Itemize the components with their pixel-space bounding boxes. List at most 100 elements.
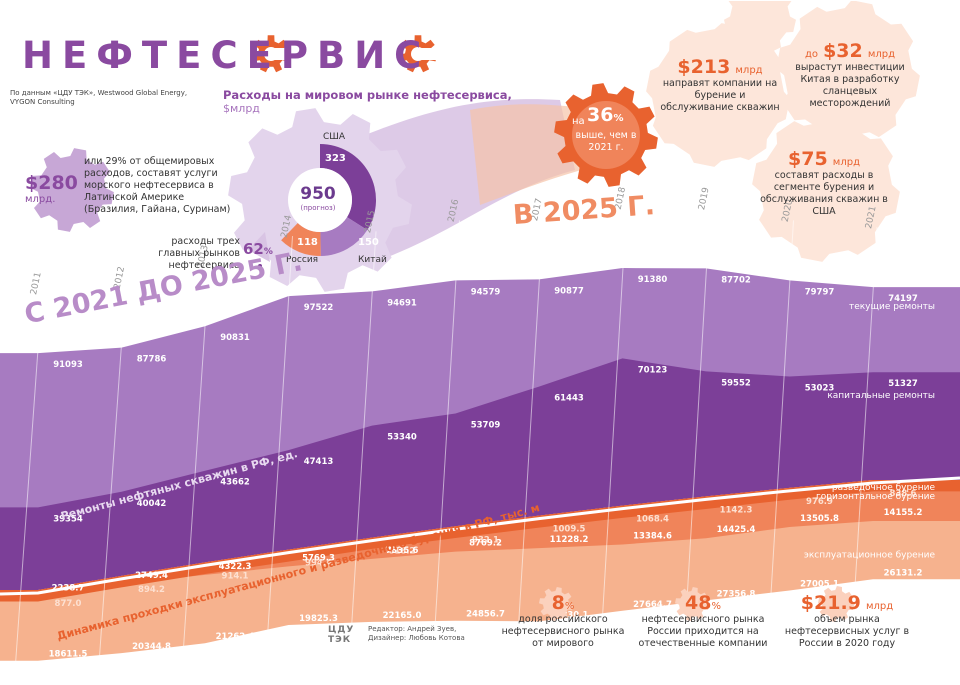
- value-exploration-2013: 914.1: [222, 571, 249, 581]
- value-exploitation-2017: 27830.1: [550, 610, 589, 620]
- pct-text: выше, чем в 2021 г.: [575, 130, 637, 153]
- value-exploitation-2021: 26131.2: [884, 568, 923, 578]
- share-text: расходы трех главных рынков нефтесервиса: [158, 236, 240, 271]
- segment-label-russia: Россия: [286, 255, 319, 265]
- small-fact-gear-0: [539, 587, 573, 621]
- value-current-2021: 74197: [888, 294, 918, 304]
- pct-prefix: на: [572, 116, 585, 127]
- value-capital-2014: 47413: [304, 457, 334, 467]
- grid-line-2016: [431, 220, 460, 685]
- value-capital-2020: 53023: [805, 384, 835, 394]
- value-horizontal-2017: 11228.2: [550, 535, 589, 545]
- donut-center: [288, 168, 352, 232]
- year-label-2016: 2016: [447, 198, 462, 223]
- value-exploration-2017: 1009.5: [553, 525, 586, 535]
- russia-fact-21: $21.9 млрд объем рынка нефтесервисных ус…: [784, 592, 910, 649]
- value-current-2012: 87786: [137, 355, 167, 365]
- value-capital-2011: 39354: [53, 514, 83, 524]
- top-edge: [0, 0, 960, 1]
- value-exploration-2011: 877.0: [55, 599, 82, 609]
- series-label-exploration: разведочное бурение: [832, 483, 936, 493]
- segment-label-usa: США: [323, 132, 346, 142]
- value-exploitation-2011: 18611.5: [49, 650, 88, 660]
- world-market-title: Расходы на мировом рынке нефтесервиса,: [223, 88, 512, 102]
- peach-gear-2: [752, 114, 900, 262]
- value-capital-2021: 51327: [888, 379, 918, 389]
- value-capital-2015: 53340: [387, 433, 417, 443]
- value-current-2019: 87702: [721, 275, 751, 285]
- series-label-current: текущие ремонты: [849, 302, 935, 312]
- value-capital-2019: 59552: [721, 378, 751, 388]
- latam-unit: млрд.: [25, 194, 56, 205]
- series-label-horizontal: горизонтальное бурение: [816, 492, 935, 502]
- value-horizontal-2020: 13505.8: [800, 514, 839, 524]
- value-capital-2018: 70123: [638, 365, 668, 375]
- value-exploitation-2018: 27664.7: [633, 600, 672, 610]
- area-divider: [0, 476, 960, 596]
- value-current-2011: 91093: [53, 360, 83, 370]
- small-fact-gear-1: [675, 587, 709, 621]
- year-label-2015: 2015: [363, 210, 378, 234]
- credits: Редактор: Андрей Зуев, Дизайнер: Любовь К…: [368, 625, 465, 642]
- share-dot: [258, 264, 262, 268]
- value-exploration-2015: 818.2: [389, 547, 416, 557]
- year-label-2014: 2014: [280, 214, 295, 239]
- series-label-capital: капитальные ремонты: [827, 391, 935, 401]
- value-current-2016: 94579: [471, 287, 501, 297]
- value-capital-2017: 61443: [554, 394, 584, 404]
- segment-value-russia: 118: [297, 237, 318, 248]
- year-label-2021: 2021: [864, 205, 879, 229]
- value-exploitation-2014: 19825.3: [299, 614, 338, 624]
- year-label-2020: 2020: [781, 198, 796, 223]
- grid-line-2014: [264, 236, 293, 685]
- year-label-2012: 2012: [113, 266, 128, 290]
- value-horizontal-2021: 14155.2: [884, 508, 923, 518]
- latam-gear: [30, 148, 114, 232]
- grid-line-2015: [347, 231, 377, 685]
- area-capital-repairs: [0, 358, 960, 590]
- source-note: По данным «ЦДУ ТЭК», Westwood Global Ene…: [10, 89, 188, 106]
- value-horizontal-2011: 2238.7: [52, 583, 85, 593]
- fact-213: $213 млрд направят компании на бурение и…: [660, 56, 780, 113]
- page-title: НЕФТЕСЕРВИС: [22, 34, 431, 77]
- segment-label-china: Китай: [358, 255, 387, 265]
- value-horizontal-2016: 8769.2: [469, 539, 502, 549]
- grid-line-2021: [848, 227, 878, 685]
- peach-gear-3: [724, 0, 796, 53]
- year-label-2018: 2018: [614, 186, 629, 211]
- value-exploitation-2015: 22165.0: [383, 611, 422, 621]
- value-current-2017: 90877: [554, 286, 584, 296]
- world-market-subtitle: $млрд: [223, 102, 260, 115]
- value-horizontal-2019: 14425.4: [717, 525, 756, 535]
- value-horizontal-2013: 4322.3: [219, 562, 252, 572]
- value-horizontal-2014: 5769.3: [302, 553, 335, 563]
- value-capital-2013: 43662: [220, 478, 250, 488]
- share-pointer: [248, 232, 270, 262]
- latam-value: $280: [25, 172, 78, 194]
- cdu-logo: ЦДУ ТЭК: [328, 625, 355, 645]
- peach-gear-0: [646, 23, 790, 167]
- value-exploration-2018: 1068.4: [636, 515, 669, 525]
- value-horizontal-2018: 13384.6: [633, 531, 672, 541]
- donut-slice-2: [281, 223, 321, 257]
- year-label-2017: 2017: [530, 197, 545, 221]
- grid-line-2012: [97, 287, 126, 685]
- value-current-2013: 90831: [220, 333, 250, 343]
- value-current-2018: 91380: [638, 275, 668, 285]
- fact-32: до $32 млрд вырастут инвестиции Китая в …: [795, 40, 905, 109]
- value-exploration-2021: 838.6: [890, 489, 917, 499]
- value-exploration-2019: 1142.3: [720, 505, 753, 515]
- year-label-2011: 2011: [29, 271, 44, 295]
- value-exploration-2012: 894.2: [138, 585, 165, 595]
- area-exploration-drilling: [0, 480, 960, 602]
- segment-value-usa: 323: [325, 153, 346, 164]
- year-label-2013: 2013: [196, 244, 211, 268]
- pct-gear-core: [572, 101, 640, 169]
- value-exploitation-2013: 21262.4: [216, 632, 255, 642]
- russia-fact-48: 48% нефтесервисного рынка России приходи…: [638, 592, 768, 649]
- donut-slice-1: [320, 217, 368, 256]
- grid-line-2017: [514, 219, 544, 685]
- value-exploitation-2020: 27005.1: [800, 579, 839, 589]
- value-horizontal-2012: 2749.4: [135, 571, 168, 581]
- year-label-2019: 2019: [697, 186, 712, 211]
